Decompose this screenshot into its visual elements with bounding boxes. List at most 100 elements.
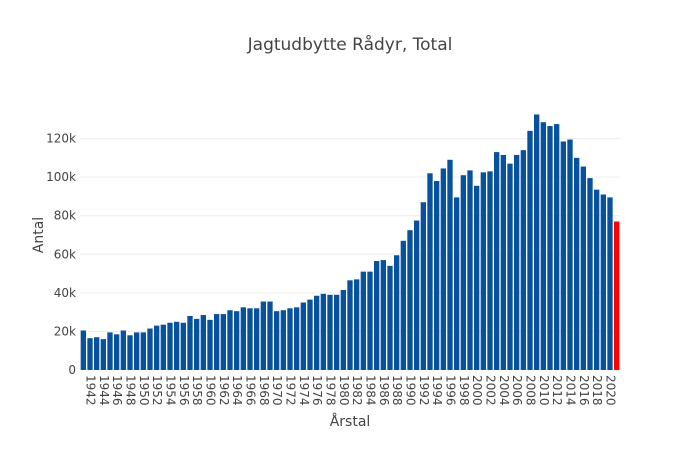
bar-2006[interactable] [514, 155, 519, 370]
bar-2000[interactable] [474, 186, 479, 370]
bar-1960[interactable] [207, 320, 212, 370]
bar-1968[interactable] [261, 302, 266, 370]
bar-2011[interactable] [547, 126, 552, 370]
x-tick-label: 1964 [230, 375, 244, 406]
y-tick-label: 80k [54, 209, 76, 223]
bar-1984[interactable] [367, 272, 372, 370]
x-tick-label: 1984 [364, 375, 378, 406]
bar-1966[interactable] [247, 308, 252, 370]
bar-1963[interactable] [227, 310, 232, 370]
x-tick-label: 1990 [404, 375, 418, 406]
bar-1942[interactable] [87, 338, 92, 370]
bar-1987[interactable] [387, 266, 392, 370]
y-tick-label: 40k [54, 286, 76, 300]
x-tick-label: 2008 [524, 375, 538, 406]
bar-2013[interactable] [561, 141, 566, 370]
x-tick-label: 2002 [484, 375, 498, 406]
bar-2005[interactable] [507, 164, 512, 370]
x-axis-ticks: 1942 1944 1946 1948 1950 1952 1954 1956 1958 1960… [84, 375, 618, 406]
bar-2009[interactable] [534, 114, 539, 370]
bar-1973[interactable] [294, 307, 299, 370]
bar-1975[interactable] [307, 300, 312, 370]
bar-1992[interactable] [421, 202, 426, 370]
bar-1955[interactable] [174, 322, 179, 370]
bar-2020[interactable] [607, 197, 612, 370]
bar-2018[interactable] [594, 190, 599, 370]
bar-2017[interactable] [587, 178, 592, 370]
bar-2019[interactable] [601, 195, 606, 371]
bar-2007[interactable] [521, 150, 526, 370]
bar-1988[interactable] [394, 255, 399, 370]
bar-1993[interactable] [427, 173, 432, 370]
bar-2001[interactable] [481, 172, 486, 370]
bar-1998[interactable] [461, 175, 466, 370]
x-tick-label: 1966 [244, 375, 258, 406]
x-tick-label: 1956 [177, 375, 191, 406]
bar-1961[interactable] [214, 314, 219, 370]
bar-1959[interactable] [201, 315, 206, 370]
bar-1964[interactable] [234, 311, 239, 370]
bar-1954[interactable] [167, 323, 172, 370]
bar-1972[interactable] [287, 308, 292, 370]
x-tick-label: 1986 [377, 375, 391, 406]
bar-1999[interactable] [467, 170, 472, 370]
bar-1965[interactable] [241, 307, 246, 370]
bar-1950[interactable] [141, 332, 146, 370]
bar-1985[interactable] [374, 261, 379, 370]
bar-1958[interactable] [194, 319, 199, 370]
bar-1982[interactable] [354, 279, 359, 370]
y-tick-label: 20k [54, 324, 76, 338]
bar-1996[interactable] [447, 160, 452, 370]
bar-1978[interactable] [327, 295, 332, 370]
bar-2016[interactable] [581, 167, 586, 370]
bar-2014[interactable] [567, 140, 572, 370]
y-axis-title: Antal [31, 217, 47, 253]
chart-title: Jagtudbytte Rådyr, Total [247, 34, 453, 55]
bar-1997[interactable] [454, 197, 459, 370]
bar-1945[interactable] [107, 332, 112, 370]
bar-1952[interactable] [154, 326, 159, 370]
bar-1943[interactable] [94, 337, 99, 370]
x-tick-label: 1962 [217, 375, 231, 406]
bar-1995[interactable] [441, 168, 446, 370]
bar-1951[interactable] [147, 329, 152, 370]
bar-1977[interactable] [321, 294, 326, 370]
bar-2021[interactable] [614, 222, 619, 371]
bar-1994[interactable] [434, 181, 439, 370]
x-tick-label: 1996 [444, 375, 458, 406]
bar-1970[interactable] [274, 311, 279, 370]
bar-1990[interactable] [407, 230, 412, 370]
bars [81, 114, 620, 370]
bar-1980[interactable] [341, 290, 346, 370]
bar-2010[interactable] [541, 122, 546, 370]
bar-1956[interactable] [181, 323, 186, 370]
bar-2003[interactable] [494, 152, 499, 370]
bar-2015[interactable] [574, 158, 579, 370]
bar-2008[interactable] [527, 131, 532, 370]
bar-1974[interactable] [301, 303, 306, 371]
bar-1944[interactable] [101, 339, 106, 370]
bar-1953[interactable] [161, 325, 166, 370]
bar-2002[interactable] [487, 171, 492, 370]
bar-1946[interactable] [114, 334, 119, 370]
bar-1967[interactable] [254, 308, 259, 370]
bar-1979[interactable] [334, 295, 339, 370]
bar-1957[interactable] [187, 316, 192, 370]
bar-1986[interactable] [381, 260, 386, 370]
bar-1983[interactable] [361, 272, 366, 370]
bar-1949[interactable] [134, 332, 139, 370]
bar-1947[interactable] [121, 330, 126, 370]
bar-1991[interactable] [414, 221, 419, 370]
bar-2004[interactable] [501, 155, 506, 370]
bar-1962[interactable] [221, 314, 226, 370]
bar-1981[interactable] [347, 280, 352, 370]
bar-1969[interactable] [267, 302, 272, 370]
bar-1989[interactable] [401, 241, 406, 370]
bar-1948[interactable] [127, 335, 132, 370]
bar-1941[interactable] [81, 330, 86, 370]
x-tick-label: 1970 [270, 375, 284, 406]
bar-2012[interactable] [554, 124, 559, 370]
bar-1976[interactable] [314, 296, 319, 370]
bar-1971[interactable] [281, 310, 286, 370]
